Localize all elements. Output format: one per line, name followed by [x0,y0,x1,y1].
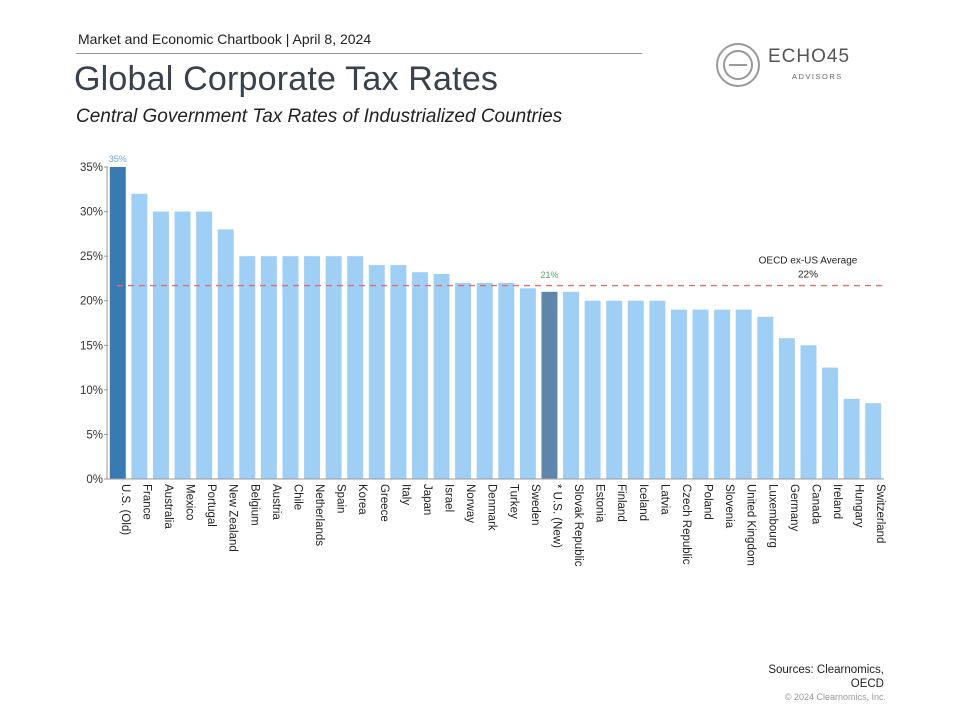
x-tick-label: Finland [615,484,627,522]
x-tick-label: Japan [421,484,433,515]
average-value-label: 22% [798,270,818,281]
x-tick-label: Turkey [507,484,519,519]
x-tick-label: Chile [291,484,303,510]
bar [563,291,580,479]
x-tick-label: Israel [443,484,455,512]
bar [498,282,515,479]
x-tick-label: Norway [464,484,476,523]
x-tick-label: Switzerland [874,484,886,543]
x-tick-label: Poland [702,484,714,520]
bar [627,300,644,479]
bar [692,309,709,479]
bar [670,309,687,479]
x-tick-label: Slovak Republic [572,484,584,567]
bar [239,256,256,479]
bar [606,300,623,479]
tax-rate-bar-chart: 0% 5% 10% 15% 20% 25% 30% 35% U.S. (Old) France Au… [80,154,886,567]
bar [735,309,752,479]
x-tick-label: U.S. (Old) [119,484,131,535]
y-tick-label: 5% [86,429,103,441]
bar [260,256,277,479]
x-tick-label: France [140,484,152,520]
bar [174,211,191,480]
x-tick-label: Austria [270,484,282,520]
sources-note: Sources: Clearnomics, OECD [684,663,884,691]
bar [541,291,558,479]
echo45-logo: ECHO45 ADVISORS [714,40,874,90]
x-tick-label: Italy [399,484,411,505]
page-subtitle: Central Government Tax Rates of Industri… [76,106,563,127]
x-tick-label: Australia [162,484,174,529]
x-tick-label: Denmark [486,484,498,531]
x-tick-label: Hungary [853,484,865,528]
x-tick-label: Germany [788,484,800,532]
x-tick-label: United Kingdom [745,484,757,566]
x-tick-label: Spain [335,484,347,513]
y-tick-label: 30% [80,207,103,219]
x-tick-label: Slovenia [723,484,735,529]
bar [368,265,385,479]
y-tick-label: 35% [80,162,103,174]
bar [390,265,407,479]
x-tick-label: Mexico [184,484,196,520]
x-tick-label: Czech Republic [680,484,692,565]
bar [325,256,342,479]
bar [584,300,601,479]
bar [347,256,364,479]
bar [217,229,234,479]
header-divider [76,53,642,54]
x-tick-label: Belgium [248,484,260,526]
bar [304,256,321,479]
x-tick-label: Netherlands [313,484,325,546]
bar [152,211,169,480]
x-tick-label: Estonia [594,484,606,523]
bar [196,211,213,480]
bar [800,345,817,479]
chartbook-header: Market and Economic Chartbook | April 8,… [78,31,372,47]
x-tick-label: Portugal [205,484,217,527]
bar [411,272,428,479]
new-us-data-label: 21% [540,270,558,280]
y-tick-label: 15% [80,340,103,352]
x-tick-label: Greece [378,484,390,522]
bar [778,338,795,479]
bar [714,309,731,479]
sources-line-1: Sources: Clearnomics, [768,664,884,676]
x-tick-label: * U.S. (New) [550,484,562,548]
bar [757,316,774,479]
bar [282,256,299,479]
bar [822,367,839,479]
average-label: OECD ex-US Average [759,256,858,267]
sources-line-2: OECD [850,678,884,690]
y-tick-label: 10% [80,385,103,397]
y-tick-label: 20% [80,296,103,308]
x-tick-label: Latvia [658,484,670,515]
copyright: © 2024 Clearnomics, Inc. [784,692,886,702]
x-tick-label: New Zealand [227,484,239,552]
bar [843,398,860,479]
x-tick-label: Canada [809,484,821,525]
x-tick-label: Sweden [529,484,541,526]
bar [109,167,126,479]
bar [455,282,472,479]
bar [476,282,493,479]
bar [649,300,666,479]
bar [131,193,148,479]
x-tick-label: Iceland [637,484,649,521]
logo-name: ECHO45 [768,46,851,67]
page-title: Global Corporate Tax Rates [74,60,499,98]
old-us-data-label: 35% [109,154,127,164]
bar [865,403,882,479]
echo45-logo-icon [716,43,760,87]
logo-subtitle: ADVISORS [792,72,843,81]
x-tick-label: Luxembourg [766,484,778,548]
bar [433,273,450,479]
y-tick-label: 25% [80,251,103,263]
x-tick-label: Korea [356,484,368,515]
y-tick-label: 0% [86,474,103,486]
x-tick-label: Ireland [831,484,843,519]
bar [519,288,536,479]
